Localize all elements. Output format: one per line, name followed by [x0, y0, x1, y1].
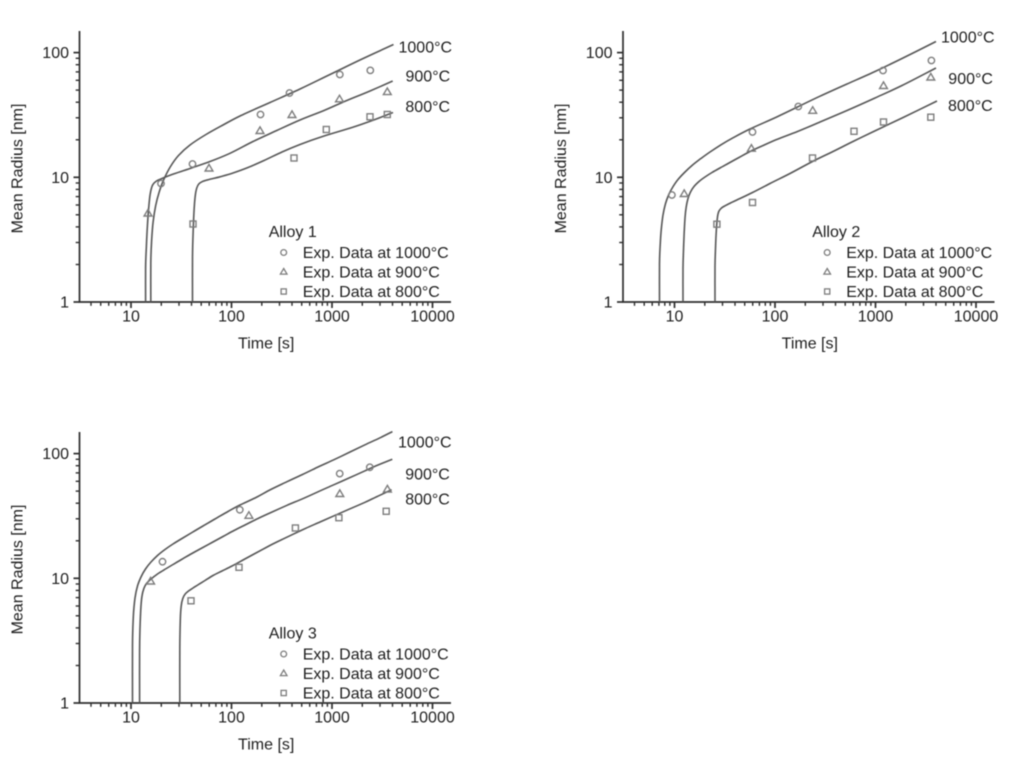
svg-text:1000: 1000 [314, 309, 350, 326]
svg-text:Exp. Data at 1000°C: Exp. Data at 1000°C [303, 245, 449, 262]
svg-text:1000: 1000 [858, 309, 894, 326]
svg-text:1000°C: 1000°C [399, 40, 453, 57]
svg-text:Exp. Data at 800°C: Exp. Data at 800°C [303, 284, 440, 301]
svg-text:Time [s]: Time [s] [238, 737, 294, 754]
svg-text:Alloy 1: Alloy 1 [269, 224, 317, 241]
svg-text:Time [s]: Time [s] [782, 336, 838, 353]
svg-text:1: 1 [60, 696, 69, 713]
svg-text:10: 10 [666, 309, 684, 326]
svg-text:800°C: 800°C [405, 99, 450, 116]
svg-text:100: 100 [218, 309, 245, 326]
svg-text:100: 100 [42, 45, 69, 62]
svg-text:Mean Radius [nm]: Mean Radius [nm] [10, 104, 27, 234]
svg-text:Alloy 3: Alloy 3 [269, 626, 317, 643]
svg-text:Exp. Data at 1000°C: Exp. Data at 1000°C [303, 647, 449, 664]
svg-text:10: 10 [122, 309, 140, 326]
svg-text:Exp. Data at 800°C: Exp. Data at 800°C [846, 284, 983, 301]
svg-text:900°C: 900°C [406, 68, 451, 85]
svg-text:10: 10 [51, 571, 69, 588]
svg-text:Exp. Data at 800°C: Exp. Data at 800°C [303, 686, 440, 703]
svg-text:Exp. Data at 900°C: Exp. Data at 900°C [303, 265, 440, 282]
svg-text:1: 1 [604, 295, 613, 312]
svg-text:10000: 10000 [954, 309, 999, 326]
svg-text:1000°C: 1000°C [941, 30, 995, 47]
svg-text:1000: 1000 [314, 710, 350, 727]
svg-text:900°C: 900°C [948, 71, 993, 88]
svg-text:10: 10 [122, 710, 140, 727]
svg-text:Mean Radius [nm]: Mean Radius [nm] [553, 104, 570, 234]
svg-text:900°C: 900°C [405, 467, 450, 484]
svg-text:10: 10 [595, 170, 613, 187]
svg-text:Alloy 2: Alloy 2 [812, 224, 860, 241]
svg-text:Mean Radius [nm]: Mean Radius [nm] [10, 505, 27, 635]
svg-text:100: 100 [42, 446, 69, 463]
svg-text:100: 100 [586, 45, 613, 62]
svg-text:800°C: 800°C [948, 98, 993, 115]
svg-text:Exp. Data at 900°C: Exp. Data at 900°C [303, 666, 440, 683]
svg-text:100: 100 [218, 710, 245, 727]
svg-text:Time [s]: Time [s] [238, 336, 294, 353]
svg-text:10: 10 [51, 170, 69, 187]
svg-text:10000: 10000 [410, 309, 455, 326]
svg-text:Exp. Data at 1000°C: Exp. Data at 1000°C [846, 245, 992, 262]
svg-text:800°C: 800°C [405, 491, 450, 508]
svg-text:Exp. Data at 900°C: Exp. Data at 900°C [846, 265, 983, 282]
svg-text:10000: 10000 [410, 710, 455, 727]
svg-text:100: 100 [762, 309, 789, 326]
svg-text:1: 1 [60, 295, 69, 312]
svg-text:1000°C: 1000°C [398, 435, 452, 452]
